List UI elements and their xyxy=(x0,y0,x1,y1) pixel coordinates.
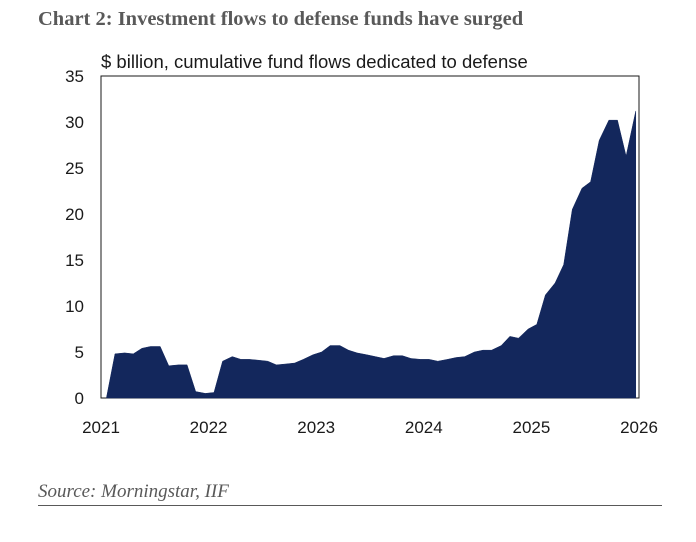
x-tick-label: 2025 xyxy=(512,418,550,437)
source-note: Source: Morningstar, IIF xyxy=(38,481,229,502)
x-tick-label: 2026 xyxy=(620,418,658,437)
y-tick-label: 30 xyxy=(65,113,84,132)
source-divider xyxy=(38,505,662,506)
x-tick-label: 2023 xyxy=(297,418,335,437)
y-tick-label: 20 xyxy=(65,205,84,224)
y-tick-label: 15 xyxy=(65,251,84,270)
y-tick-label: 0 xyxy=(75,389,84,408)
y-axis-label: $ billion, cumulative fund flows dedicat… xyxy=(101,51,528,72)
y-tick-label: 35 xyxy=(65,67,84,86)
y-tick-label: 5 xyxy=(75,343,84,362)
area-series-0 xyxy=(106,110,637,399)
chart-title: Chart 2: Investment flows to defense fun… xyxy=(38,8,524,30)
x-tick-label: 2022 xyxy=(190,418,228,437)
x-tick-label: 2021 xyxy=(82,418,120,437)
y-tick-label: 25 xyxy=(65,159,84,178)
x-tick-label: 2024 xyxy=(405,418,443,437)
y-tick-label: 10 xyxy=(65,297,84,316)
chart-plot: $ billion, cumulative fund flows dedicat… xyxy=(65,51,658,437)
